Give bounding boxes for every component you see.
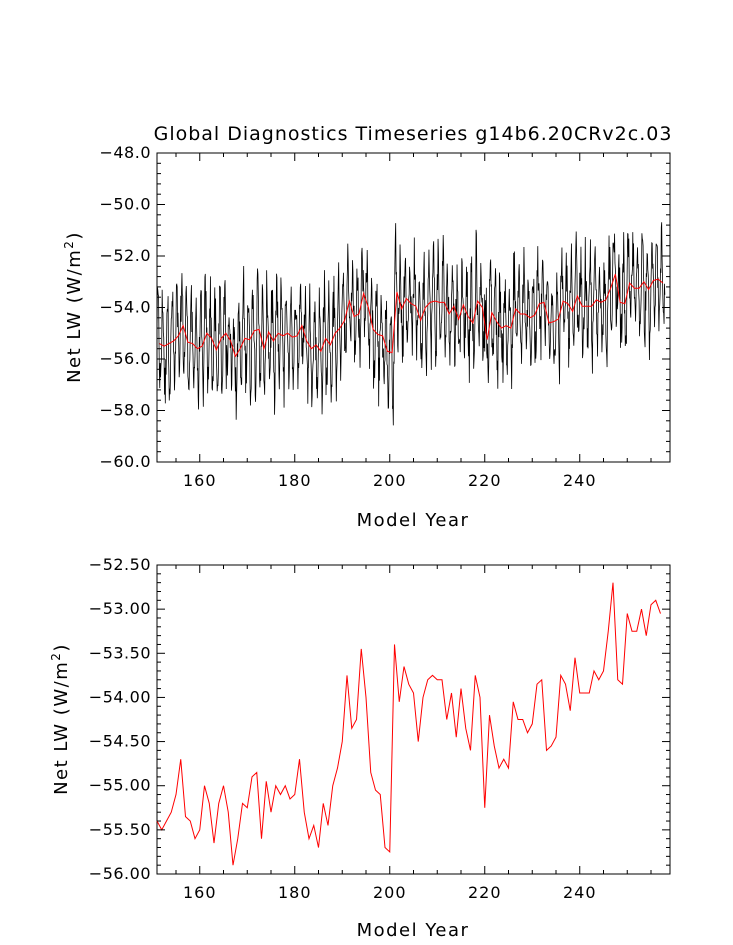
- top-chart-x-tick-label: 200: [373, 471, 407, 490]
- top-chart-x-tick-label: 220: [468, 471, 502, 490]
- top-chart-x-axis-label: Model Year: [357, 510, 470, 531]
- top-chart-x-tick-label: 240: [563, 471, 597, 490]
- bottom-chart-y-tick-label: −54.00: [89, 687, 151, 706]
- bottom-chart-x-tick-label: 240: [563, 883, 597, 902]
- top-chart-series-group: [156, 222, 666, 426]
- bottom-chart-annual-mean-series-line: [156, 582, 661, 866]
- bottom-chart-x-axis-label: Model Year: [357, 920, 470, 941]
- bottom-chart-panel: 160 180 200 220 240 −56.00 −55.50 −55.00 −54.50 −…: [49, 555, 671, 941]
- bottom-chart-x-tick-label: 160: [183, 883, 217, 902]
- bottom-chart-y-tick-label: −52.50: [89, 555, 151, 574]
- top-chart-y-tick-label: −60.0: [99, 452, 151, 471]
- top-chart-y-axis-label: Net LW (W/m2): [62, 231, 85, 383]
- figure-title: Global Diagnostics Timeseries g14b6.20CR…: [154, 123, 673, 145]
- top-chart-x-tick-label: 180: [278, 471, 312, 490]
- top-chart-monthly-series-line: [156, 222, 666, 426]
- bottom-chart-y-tick-label: −56.00: [89, 864, 151, 883]
- bottom-chart-y-tick-label: −53.00: [89, 599, 151, 618]
- bottom-chart-y-tick-label: −53.50: [89, 643, 151, 662]
- top-chart-y-tick-label: −54.0: [99, 298, 151, 317]
- bottom-chart-x-tick-label: 220: [468, 883, 502, 902]
- bottom-chart-y-tick-label: −55.00: [89, 776, 151, 795]
- bottom-chart-x-tick-label: 200: [373, 883, 407, 902]
- top-chart-y-tick-label: −56.0: [99, 349, 151, 368]
- top-chart-y-tick-label: −50.0: [99, 195, 151, 214]
- bottom-chart-series-group: [156, 582, 661, 866]
- top-chart-annual-mean-series-line: [159, 273, 664, 358]
- bottom-chart-x-tick-label: 180: [278, 883, 312, 902]
- top-chart-x-tick-label: 160: [183, 471, 217, 490]
- bottom-chart-y-axis-label: Net LW (W/m2): [49, 643, 72, 795]
- top-chart-panel: 160 180 200 220 240 −60.0 −58.0 −56.0 −54.0 −52.0…: [62, 143, 671, 531]
- bottom-chart-y-tick-label: −55.50: [89, 820, 151, 839]
- bottom-chart-y-tick-label: −54.50: [89, 732, 151, 751]
- top-chart-y-tick-label: −52.0: [99, 246, 151, 265]
- top-chart-y-tick-label: −58.0: [99, 401, 151, 420]
- top-chart-ticks-group: 160 180 200 220 240 −60.0 −58.0 −56.0 −54.0 −52.0…: [99, 143, 670, 490]
- top-chart-y-tick-label: −48.0: [99, 143, 151, 162]
- bottom-chart-ticks-group: 160 180 200 220 240 −56.00 −55.50 −55.00 −54.50 −…: [89, 555, 670, 902]
